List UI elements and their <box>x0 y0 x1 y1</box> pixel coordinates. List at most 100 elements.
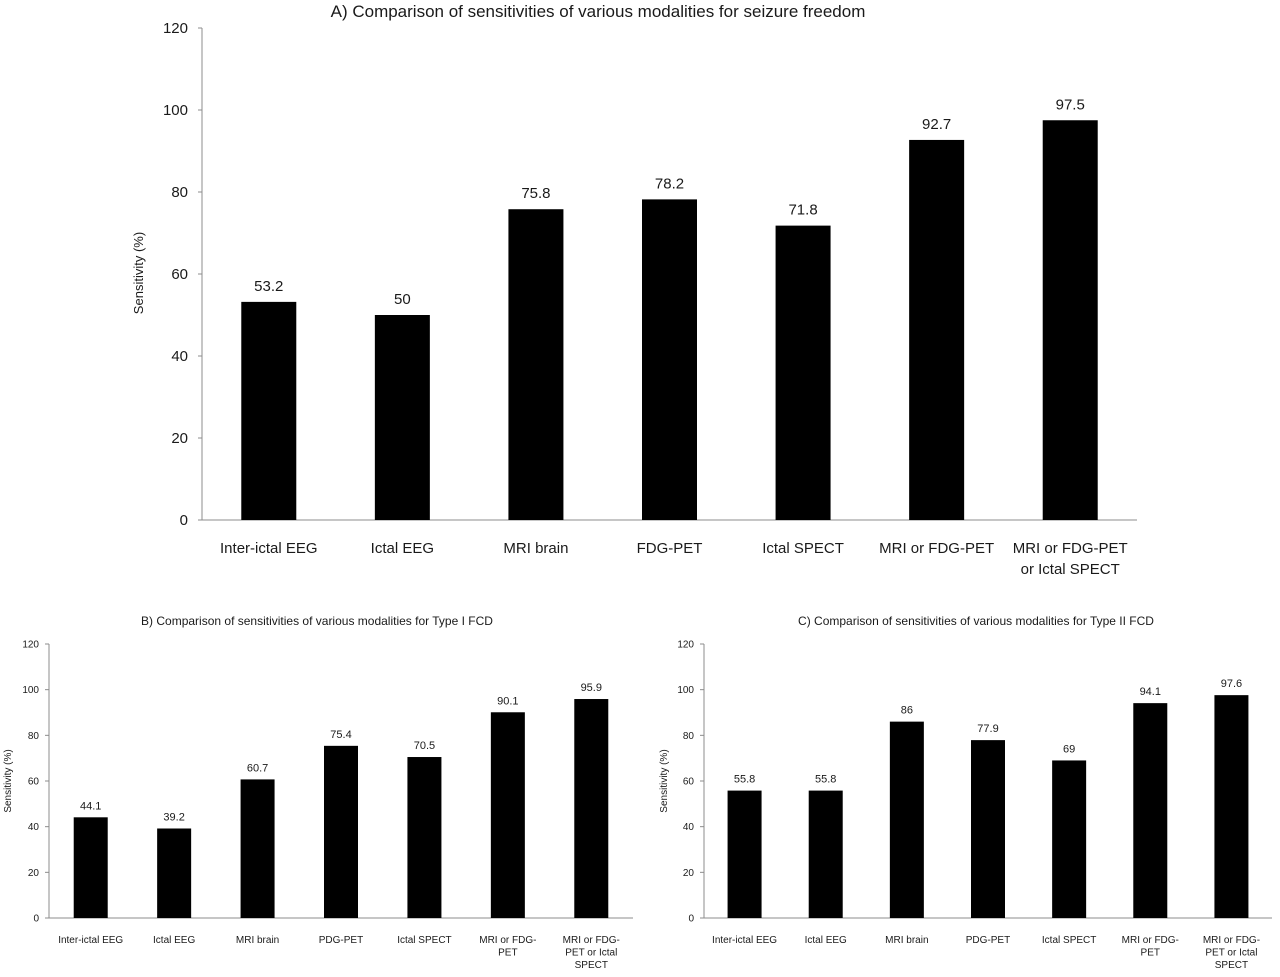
chart-a-value-label: 75.8 <box>521 185 550 202</box>
chart-b-category-label: Inter-ictal EEG <box>58 935 123 946</box>
chart-a-category-label: MRI or FDG-PET <box>879 540 994 557</box>
chart-b-y-tick-label: 40 <box>28 822 40 833</box>
chart-a-bar <box>508 209 564 520</box>
chart-b-category-label: Ictal EEG <box>153 935 195 946</box>
chart-b: B) Comparison of sensitivities of variou… <box>3 614 633 971</box>
chart-b-value-label: 44.1 <box>80 800 101 812</box>
chart-a-category-label: MRI or FDG-PET <box>1013 540 1128 557</box>
chart-a-y-tick-label: 80 <box>171 184 188 201</box>
chart-c-value-label: 97.6 <box>1221 678 1242 690</box>
chart-c-category-label: PET or Ictal <box>1205 948 1257 959</box>
chart-b-category-label: MRI brain <box>236 935 279 946</box>
chart-c-bar <box>727 790 762 918</box>
chart-a-category-label: MRI brain <box>503 540 568 557</box>
chart-c-value-label: 69 <box>1063 743 1075 755</box>
chart-c-category-label: MRI or FDG- <box>1122 935 1179 946</box>
chart-a-bar <box>374 315 430 520</box>
chart-a-bar <box>1042 120 1098 520</box>
chart-a-bar <box>241 301 297 520</box>
chart-a-y-axis-label: Sensitivity (%) <box>131 232 146 314</box>
chart-a-bar <box>642 199 697 520</box>
chart-b-value-label: 75.4 <box>330 729 351 741</box>
chart-c-value-label: 86 <box>901 705 913 717</box>
chart-b-bar <box>490 712 525 918</box>
chart-a-category-label: or Ictal SPECT <box>1021 561 1120 578</box>
chart-b-y-tick-label: 80 <box>28 731 40 742</box>
chart-b-title: B) Comparison of sensitivities of variou… <box>141 614 493 628</box>
chart-b-y-tick-label: 0 <box>33 914 39 925</box>
chart-b-bar <box>240 779 275 918</box>
chart-b-value-label: 95.9 <box>581 682 602 694</box>
chart-b-value-label: 39.2 <box>163 811 184 823</box>
chart-c-bar <box>971 740 1005 918</box>
chart-a-y-tick-label: 0 <box>180 512 188 529</box>
chart-b-bar <box>73 817 108 918</box>
chart-b-y-tick-label: 60 <box>28 777 40 788</box>
chart-b-bar <box>574 699 609 918</box>
chart-c-bar <box>808 790 843 918</box>
chart-b-category-label: PET or Ictal <box>565 948 617 959</box>
chart-c-y-tick-label: 20 <box>683 868 695 879</box>
chart-c-y-tick-label: 120 <box>677 640 694 651</box>
chart-c-category-label: MRI brain <box>885 935 928 946</box>
chart-c-category-label: PDG-PET <box>966 935 1010 946</box>
chart-b-y-tick-label: 120 <box>22 640 39 651</box>
chart-b-bar <box>407 757 442 918</box>
chart-c-y-tick-label: 0 <box>688 914 694 925</box>
chart-b-value-label: 60.7 <box>247 762 268 774</box>
chart-c-value-label: 55.8 <box>815 774 836 786</box>
chart-a-value-label: 97.5 <box>1056 96 1085 113</box>
chart-c: C) Comparison of sensitivities of variou… <box>659 614 1272 971</box>
chart-a-value-label: 92.7 <box>922 116 951 133</box>
chart-a-y-tick-label: 60 <box>171 266 188 283</box>
chart-c-category-label: Inter-ictal EEG <box>712 935 777 946</box>
chart-c-y-tick-label: 40 <box>683 822 695 833</box>
chart-c-y-axis-label: Sensitivity (%) <box>659 749 670 812</box>
chart-a-value-label: 78.2 <box>655 175 684 192</box>
chart-c-value-label: 77.9 <box>977 723 998 735</box>
chart-c-value-label: 55.8 <box>734 774 755 786</box>
chart-b-category-label: PDG-PET <box>319 935 363 946</box>
chart-a: A) Comparison of sensitivities of variou… <box>131 2 1137 578</box>
chart-a-y-tick-label: 20 <box>171 430 188 447</box>
chart-b-bar <box>157 828 192 918</box>
chart-b-value-label: 90.1 <box>497 695 518 707</box>
chart-c-bar <box>1214 695 1249 918</box>
chart-a-value-label: 53.2 <box>254 278 283 295</box>
chart-c-bar <box>1133 703 1168 918</box>
chart-b-value-label: 70.5 <box>414 740 435 752</box>
chart-b-category-label: MRI or FDG- <box>479 935 536 946</box>
chart-a-title: A) Comparison of sensitivities of variou… <box>331 2 866 21</box>
chart-b-category-label: SPECT <box>575 960 608 971</box>
chart-c-category-label: MRI or FDG- <box>1203 935 1260 946</box>
chart-c-bar <box>889 721 924 918</box>
chart-b-category-label: MRI or FDG- <box>563 935 620 946</box>
chart-c-category-label: Ictal SPECT <box>1042 935 1096 946</box>
chart-a-bar <box>775 225 831 520</box>
chart-a-y-tick-label: 100 <box>163 102 188 119</box>
chart-b-category-label: PET <box>498 948 517 959</box>
chart-c-bar <box>1052 760 1087 918</box>
chart-c-y-tick-label: 60 <box>683 777 695 788</box>
chart-c-category-label: PET <box>1141 948 1160 959</box>
chart-c-value-label: 94.1 <box>1140 686 1161 698</box>
chart-a-category-label: Ictal EEG <box>371 540 434 557</box>
chart-b-y-axis-label: Sensitivity (%) <box>3 749 14 812</box>
chart-b-category-label: Ictal SPECT <box>397 935 451 946</box>
chart-a-bar <box>909 139 965 520</box>
chart-a-category-label: Inter-ictal EEG <box>220 540 318 557</box>
chart-a-y-tick-label: 120 <box>163 20 188 37</box>
chart-c-category-label: SPECT <box>1215 960 1248 971</box>
chart-b-y-tick-label: 20 <box>28 868 40 879</box>
chart-c-y-tick-label: 100 <box>677 685 694 696</box>
chart-c-title: C) Comparison of sensitivities of variou… <box>798 614 1154 628</box>
chart-c-category-label: Ictal EEG <box>805 935 847 946</box>
chart-b-bar <box>324 745 358 918</box>
chart-b-y-tick-label: 100 <box>22 685 39 696</box>
chart-a-value-label: 71.8 <box>788 202 817 219</box>
chart-a-category-label: FDG-PET <box>637 540 703 557</box>
chart-c-y-tick-label: 80 <box>683 731 695 742</box>
chart-a-y-tick-label: 40 <box>171 348 188 365</box>
chart-a-value-label: 50 <box>394 291 411 308</box>
